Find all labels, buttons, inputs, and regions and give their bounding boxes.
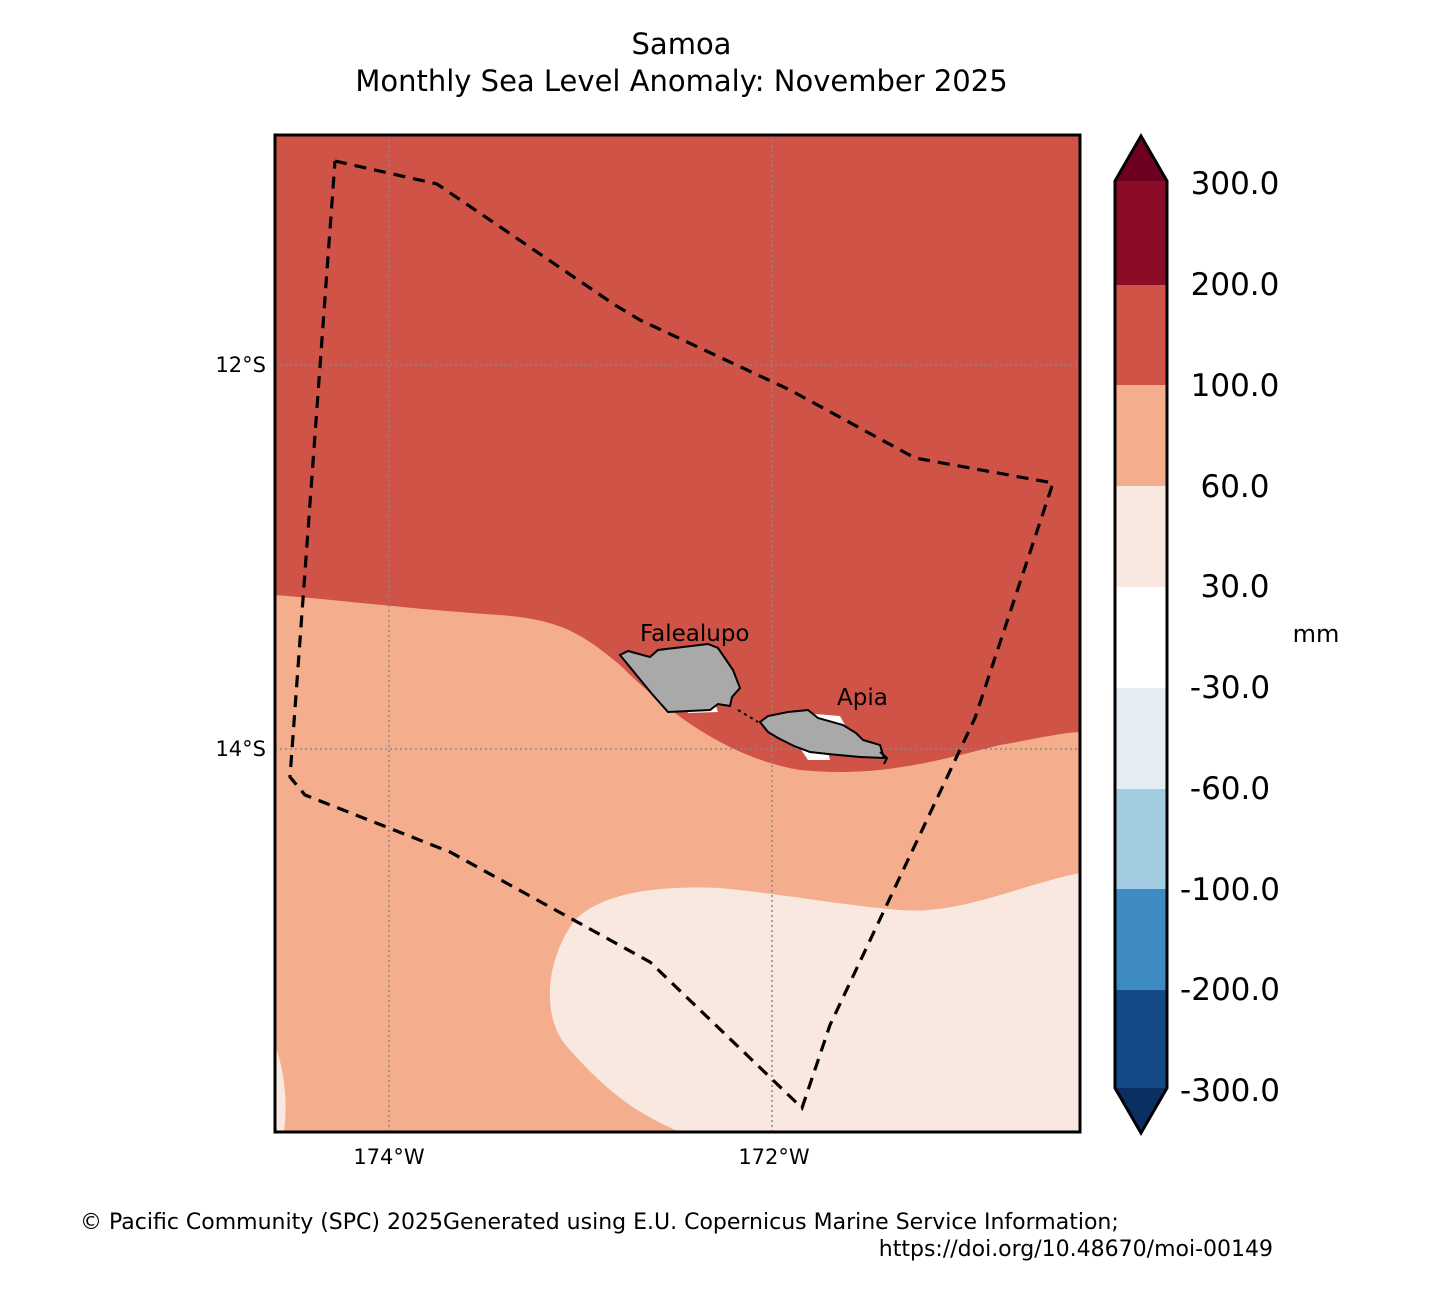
colorbar-bin-100-200 (1115, 285, 1167, 386)
samoa-islands (618, 642, 889, 765)
place-label-apia: Apia (837, 685, 888, 711)
colorbar-tick-neg200: -200.0 (1180, 972, 1280, 1008)
upolu-island (758, 708, 886, 760)
colorbar-bin-neg30-30 (1115, 587, 1167, 688)
anomaly-field (275, 135, 1080, 1132)
map-title: Samoa (631, 27, 732, 61)
lat-label-14s: 14°S (215, 737, 266, 761)
copyright-credit: © Pacific Community (SPC) 2025Generated … (80, 1210, 1119, 1235)
band-30-60 (549, 873, 1080, 1132)
colorbar-tick-100: 100.0 (1191, 368, 1280, 404)
colorbar-tick-30: 30.0 (1200, 569, 1269, 605)
colorbar-extend-top (1115, 136, 1167, 181)
colorbar-bin-neg60-neg30 (1115, 688, 1167, 789)
colorbar-unit-label: mm (1293, 620, 1340, 648)
colorbar-outline (1113, 133, 1169, 1136)
colorbar-bin-60-100 (1115, 385, 1167, 486)
graticule (275, 135, 1080, 1132)
band-30-60-west (275, 1045, 286, 1132)
lat-label-12s: 12°S (215, 353, 266, 377)
doi-link[interactable]: https://doi.org/10.48670/moi-00149 (878, 1237, 1273, 1262)
colorbar-bin-200-300 (1115, 181, 1167, 285)
map-frame (273, 133, 1082, 1134)
colorbar-tick-neg300: -300.0 (1180, 1073, 1280, 1109)
eez-tail (879, 751, 889, 765)
colorbar-tick-neg100: -100.0 (1180, 872, 1280, 908)
colorbar-extend-bottom (1115, 1088, 1167, 1133)
colorbar-tick-300: 300.0 (1191, 166, 1280, 202)
map-subtitle: Monthly Sea Level Anomaly: November 2025 (355, 64, 1008, 98)
eez-boundary (288, 159, 1056, 1111)
lon-label-174w: 174°W (353, 1145, 425, 1169)
lon-label-172w: 172°W (738, 1145, 810, 1169)
island-shelf-white-2 (800, 714, 845, 760)
savaii-island (618, 642, 742, 714)
place-label-falealupo: Falealupo (640, 621, 750, 647)
colorbar-bin-neg300-neg200 (1115, 990, 1167, 1088)
colorbar-tick-neg60: -60.0 (1190, 771, 1270, 807)
colorbar-tick-200: 200.0 (1191, 267, 1280, 303)
colorbar-tick-60: 60.0 (1200, 469, 1269, 505)
colorbar-tick-neg30: -30.0 (1190, 670, 1270, 706)
colorbar-bin-neg100-neg60 (1115, 789, 1167, 890)
colorbar-bin-neg200-neg100 (1115, 889, 1167, 990)
colorbar-bin-30-60 (1115, 486, 1167, 587)
colorbar: 300.0 200.0 100.0 60.0 30.0 -30.0 -60.0 … (1113, 133, 1340, 1136)
